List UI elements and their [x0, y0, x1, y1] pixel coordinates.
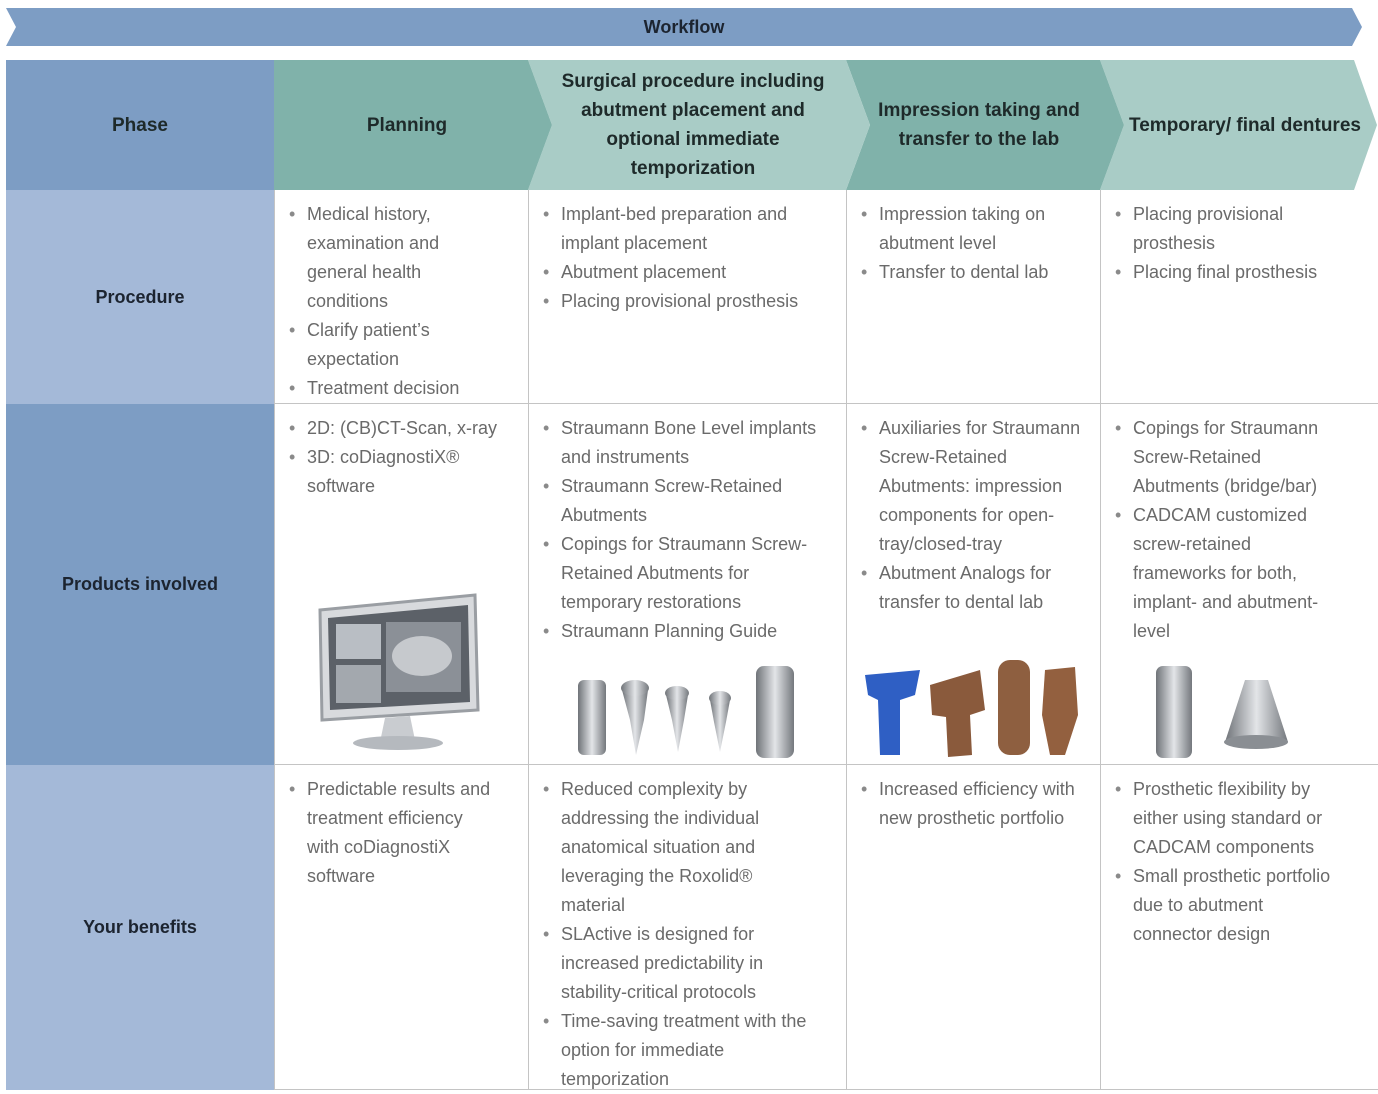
bullet-item: Small prosthetic portfolio due to abutme…	[1113, 862, 1338, 949]
banner-title: Workflow	[643, 16, 725, 37]
bullet-list: Copings for Straumann Screw-Retained Abu…	[1113, 414, 1338, 646]
table-cell: Auxiliaries for Straumann Screw-Retained…	[846, 404, 1100, 765]
table-cell: Reduced complexity by addressing the ind…	[528, 765, 846, 1090]
bullet-item: Transfer to dental lab	[859, 258, 1081, 287]
bullet-item: Placing provisional prosthesis	[1113, 200, 1338, 258]
bullet-item: Prosthetic flexibility by either using s…	[1113, 775, 1338, 862]
bullet-item: Predictable results and treatment effici…	[287, 775, 499, 891]
table-cell: Copings for Straumann Screw-Retained Abu…	[1100, 404, 1378, 765]
table-cell: Medical history, examination and general…	[274, 190, 528, 404]
row-label: Procedure	[6, 190, 274, 404]
bullet-list: Implant-bed preparation and implant plac…	[541, 200, 821, 316]
bullet-item: Medical history, examination and general…	[287, 200, 499, 316]
table-cell: 2D: (CB)CT-Scan, x-ray3D: coDiagnostiX® …	[274, 404, 528, 765]
bullet-list: Straumann Bone Level implants and instru…	[541, 414, 821, 646]
workflow-banner	[6, 8, 1362, 46]
header-shapes	[6, 8, 1377, 190]
bullet-item: Reduced complexity by addressing the ind…	[541, 775, 821, 920]
column-header: Impression taking and transfer to the la…	[878, 100, 1080, 150]
table-cell: Prosthetic flexibility by either using s…	[1100, 765, 1378, 1090]
chevron	[528, 60, 870, 190]
column-header: Phase	[112, 114, 168, 136]
bullet-item: CADCAM customized screw-retained framewo…	[1113, 501, 1338, 646]
bullet-item: Auxiliaries for Straumann Screw-Retained…	[859, 414, 1081, 559]
table-cell: Increased efficiency with new prosthetic…	[846, 765, 1100, 1090]
bullet-list: Placing provisional prosthesisPlacing fi…	[1113, 200, 1338, 287]
column-header: Planning	[366, 114, 448, 136]
bullet-item: Implant-bed preparation and implant plac…	[541, 200, 821, 258]
bullet-item: Treatment decision	[287, 374, 499, 403]
bullet-list: Medical history, examination and general…	[287, 200, 499, 403]
bullet-list: Auxiliaries for Straumann Screw-Retained…	[859, 414, 1081, 617]
column-header: Surgical procedure including abutment pl…	[561, 71, 825, 179]
table-cell: Placing provisional prosthesisPlacing fi…	[1100, 190, 1378, 404]
bullet-list: 2D: (CB)CT-Scan, x-ray3D: coDiagnostiX® …	[287, 414, 499, 501]
table-cell: Predictable results and treatment effici…	[274, 765, 528, 1090]
bullet-item: Abutment placement	[541, 258, 821, 287]
bullet-item: Clarify patient’s expectation	[287, 316, 499, 374]
implant-images	[578, 666, 794, 758]
table-cell: Implant-bed preparation and implant plac…	[528, 190, 846, 404]
chevron	[846, 60, 1124, 190]
bullet-item: Straumann Planning Guide	[541, 617, 821, 646]
bullet-item: Time-saving treatment with the option fo…	[541, 1007, 821, 1094]
chevron	[274, 60, 552, 190]
bullet-list: Reduced complexity by addressing the ind…	[541, 775, 821, 1094]
bullet-list: Prosthetic flexibility by either using s…	[1113, 775, 1338, 949]
bullet-list: Predictable results and treatment effici…	[287, 775, 499, 891]
bullet-item: Straumann Bone Level implants and instru…	[541, 414, 821, 472]
component-images	[865, 660, 1078, 757]
software-monitor-image	[318, 593, 480, 750]
table-cell: Straumann Bone Level implants and instru…	[528, 404, 846, 765]
bullet-item: Placing final prosthesis	[1113, 258, 1338, 287]
bullet-item: Straumann Screw-Retained Abutments	[541, 472, 821, 530]
bullet-item: Copings for Straumann Screw-Retained Abu…	[541, 530, 821, 617]
bullet-list: Increased efficiency with new prosthetic…	[859, 775, 1081, 833]
bullet-item: Abutment Analogs for transfer to dental …	[859, 559, 1081, 617]
column-header: Temporary/ final dentures	[1129, 114, 1361, 136]
row-label: Your benefits	[6, 765, 274, 1090]
bullet-item: Increased efficiency with new prosthetic…	[859, 775, 1081, 833]
row-label: Products involved	[6, 404, 274, 765]
bullet-item: Impression taking on abutment level	[859, 200, 1081, 258]
table-cell: Impression taking on abutment levelTrans…	[846, 190, 1100, 404]
bullet-item: Copings for Straumann Screw-Retained Abu…	[1113, 414, 1338, 501]
bullet-item: 3D: coDiagnostiX® software	[287, 443, 499, 501]
bullet-item: Placing provisional prosthesis	[541, 287, 821, 316]
coping-images	[1156, 666, 1288, 758]
bullet-item: 2D: (CB)CT-Scan, x-ray	[287, 414, 499, 443]
bullet-item: SLActive is designed for increased predi…	[541, 920, 821, 1007]
bullet-list: Impression taking on abutment levelTrans…	[859, 200, 1081, 287]
chevron	[1100, 60, 1377, 190]
phase-header-bg	[6, 60, 274, 190]
